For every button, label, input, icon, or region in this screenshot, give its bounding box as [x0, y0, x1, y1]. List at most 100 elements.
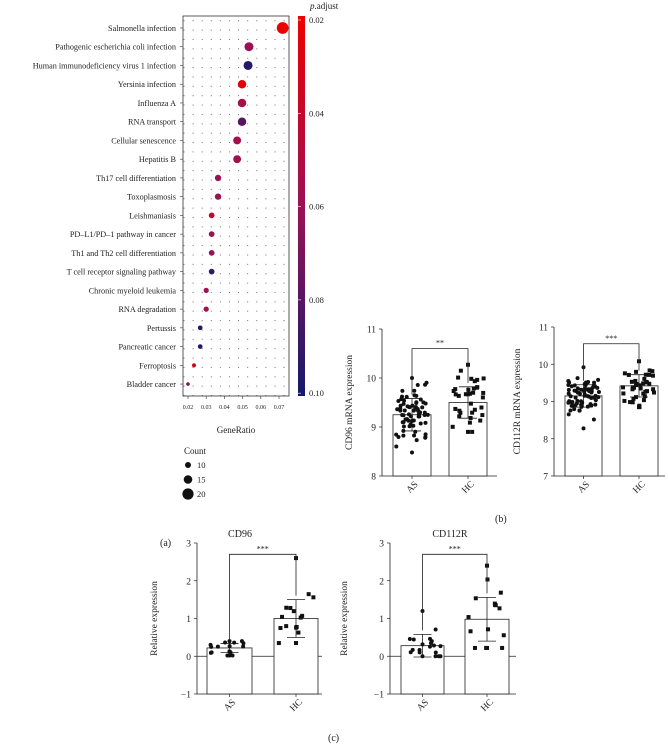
pathway-label: Th17 cell differentiation — [96, 174, 176, 183]
data-point — [415, 383, 420, 388]
data-point — [471, 390, 476, 395]
y-tick-label: 7 — [543, 473, 548, 483]
data-point — [468, 629, 473, 634]
data-point — [412, 388, 417, 393]
data-point — [420, 642, 425, 647]
size-legend-label: 15 — [197, 475, 206, 485]
data-point — [643, 372, 648, 377]
data-point — [457, 414, 462, 419]
data-point — [294, 641, 298, 646]
size-legend-title: Count — [184, 446, 207, 456]
data-point — [401, 433, 406, 438]
significance-bracket — [229, 553, 297, 640]
data-point — [466, 392, 471, 397]
data-point — [399, 394, 404, 399]
x-tick-label: HC — [632, 480, 648, 496]
data-point — [411, 637, 416, 642]
data-point — [633, 378, 638, 383]
data-point — [456, 393, 461, 398]
data-point — [412, 433, 417, 438]
y-tick-label: 2 — [379, 577, 384, 587]
data-point — [223, 640, 228, 645]
y-tick-label: 8 — [543, 435, 548, 445]
data-point — [433, 654, 438, 659]
data-point — [410, 450, 414, 455]
data-point — [486, 627, 491, 632]
y-axis-title: Relative expression — [340, 581, 350, 656]
data-point — [458, 368, 463, 373]
data-point — [497, 606, 502, 611]
data-point — [424, 380, 429, 385]
dot-rna-degradation — [203, 306, 209, 312]
data-point — [568, 394, 573, 399]
data-point — [500, 645, 505, 650]
significance-label: ** — [436, 339, 444, 348]
x-tick-label: AS — [415, 698, 431, 714]
data-point — [485, 577, 490, 582]
data-point — [413, 429, 418, 434]
data-point — [641, 381, 646, 386]
data-point — [475, 385, 480, 390]
pathway-label: Th1 and Th2 cell differentiation — [71, 249, 176, 258]
data-point — [577, 408, 582, 413]
data-point — [311, 595, 316, 600]
data-point — [586, 394, 591, 399]
data-point — [643, 389, 648, 394]
y-tick-label: 9 — [371, 424, 376, 434]
y-tick-label: 3 — [186, 540, 191, 550]
data-point — [582, 381, 587, 386]
data-point — [641, 398, 646, 403]
pathway-label: Cellular senescence — [111, 136, 176, 145]
data-point — [294, 625, 299, 630]
data-point — [228, 650, 233, 655]
data-point — [586, 380, 591, 385]
x-tick-label: AS — [576, 480, 592, 496]
pathway-label: Pertussis — [147, 324, 176, 333]
pathway-label: Yersinia infection — [118, 80, 176, 89]
data-point — [566, 412, 571, 417]
dot-pathogenic-escherichia-coli-infection — [244, 42, 254, 52]
dot-yersinia-infection — [237, 79, 247, 89]
data-point — [638, 383, 643, 388]
dot-th1-and-th2-cell-differentiation — [208, 250, 215, 256]
data-point — [402, 398, 407, 403]
data-point — [468, 401, 473, 406]
bar-chart-c1: −1 0 1 2 3 Relative expression CD96 AS HC *** — [150, 529, 322, 714]
data-point — [467, 420, 472, 425]
data-point — [579, 387, 584, 392]
dot-ferroptosis — [191, 363, 197, 368]
data-point — [394, 444, 399, 449]
data-point — [458, 410, 463, 415]
y-tick-label: −1 — [181, 691, 191, 701]
pathway-label: Salmonella infection — [108, 24, 176, 33]
colorbar-tick-label: 0.10 — [309, 388, 324, 398]
data-point — [433, 627, 438, 632]
data-point — [401, 420, 406, 425]
data-point — [284, 624, 289, 629]
data-point — [276, 641, 281, 646]
data-point — [588, 389, 593, 394]
significance-bracket — [583, 343, 640, 381]
data-point — [651, 387, 656, 392]
data-point — [481, 376, 486, 381]
data-point — [579, 402, 584, 407]
data-point — [450, 424, 455, 429]
x-tick-label: 0.03 — [201, 405, 212, 411]
data-point — [456, 375, 461, 380]
data-point — [622, 371, 627, 376]
bar-chart-c2: −1 0 1 2 3 Relative expression CD112R AS HC *** — [340, 529, 516, 714]
data-point — [423, 432, 428, 437]
x-tick-label: 0.05 — [237, 405, 248, 411]
data-point — [566, 387, 571, 392]
x-tick-label: 0.02 — [183, 405, 194, 411]
panel-label-b: (b) — [495, 514, 507, 525]
data-point — [418, 397, 423, 402]
data-point — [408, 422, 413, 427]
pathway-label: Human immunodeficiency virus 1 infection — [33, 61, 176, 70]
dot-chronic-myeloid-leukemia — [203, 287, 209, 293]
data-point — [468, 415, 473, 420]
data-point — [470, 410, 475, 415]
data-point — [475, 377, 480, 382]
y-tick-label: 3 — [379, 540, 384, 550]
